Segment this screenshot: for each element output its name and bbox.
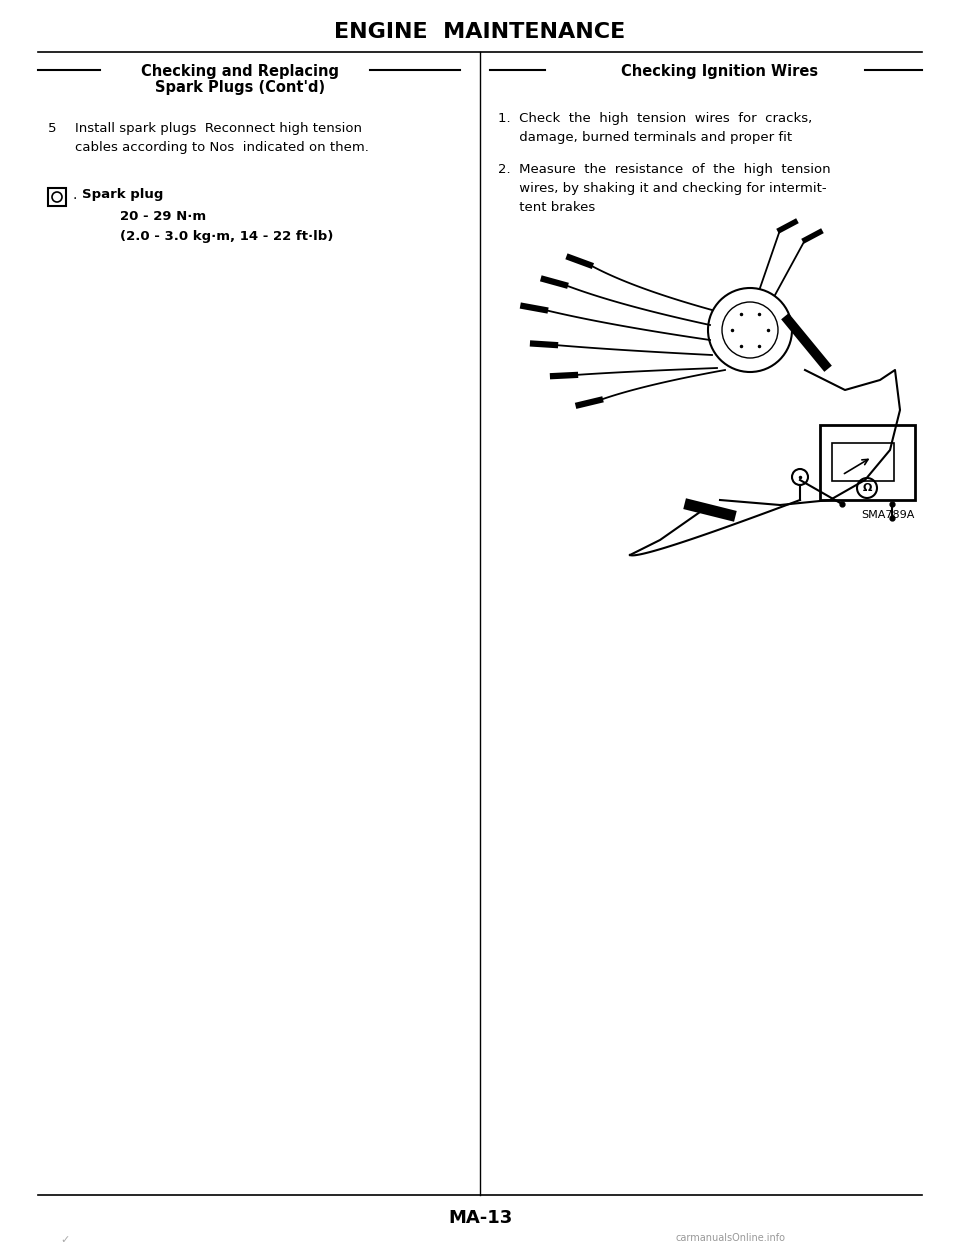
Text: 5: 5 [48, 122, 57, 135]
Text: carmanualsOnline.info: carmanualsOnline.info [675, 1233, 785, 1243]
Bar [820, 425, 915, 500]
Text: Checking Ignition Wires: Checking Ignition Wires [621, 64, 819, 79]
Text: Spark plug: Spark plug [82, 189, 163, 201]
Text: (2.0 - 3.0 kg·m, 14 - 22 ft·lb): (2.0 - 3.0 kg·m, 14 - 22 ft·lb) [120, 230, 333, 244]
Text: 2.  Measure  the  resistance  of  the  high  tension
     wires, by shaking it a: 2. Measure the resistance of the high te… [498, 164, 830, 214]
Text: MA-13: MA-13 [448, 1209, 512, 1227]
Text: 20 - 29 N·m: 20 - 29 N·m [120, 210, 206, 224]
Text: ✓: ✓ [60, 1235, 69, 1245]
Text: Spark Plugs (Cont'd): Spark Plugs (Cont'd) [155, 80, 325, 95]
Text: 1.  Check  the  high  tension  wires  for  cracks,
     damage, burned terminals: 1. Check the high tension wires for crac… [498, 112, 812, 144]
Text: Install spark plugs  Reconnect high tension
cables according to Nos  indicated o: Install spark plugs Reconnect high tensi… [75, 122, 369, 154]
Text: Ω: Ω [862, 483, 872, 493]
Bar [832, 443, 894, 481]
Text: SMA789A: SMA789A [862, 510, 915, 520]
Bar [48, 189, 66, 206]
Text: .: . [72, 189, 77, 202]
Text: Checking and Replacing: Checking and Replacing [141, 64, 339, 79]
Text: ENGINE  MAINTENANCE: ENGINE MAINTENANCE [334, 22, 626, 42]
